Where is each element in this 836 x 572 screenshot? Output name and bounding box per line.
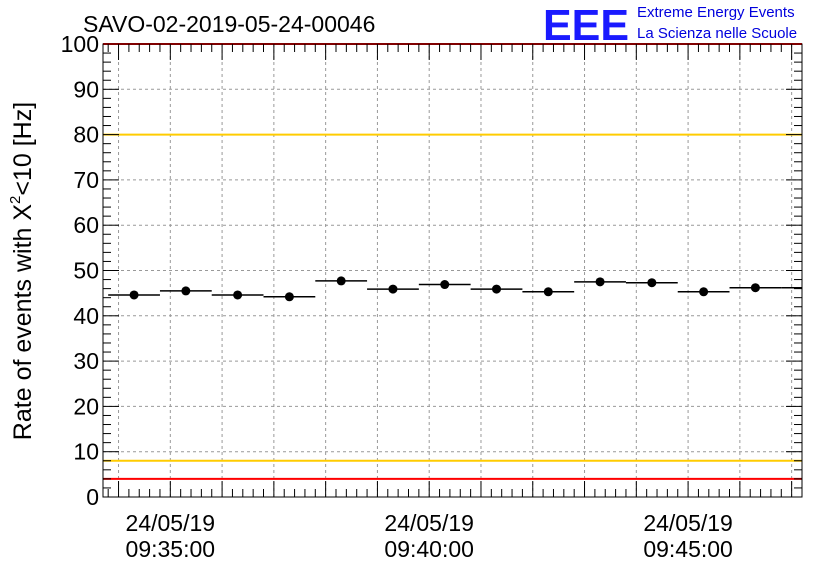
y-tick-label: 20 — [73, 393, 99, 419]
y-tick-label: 80 — [73, 122, 99, 148]
eee-logo: EEE Extreme Energy Events La Scienza nel… — [543, 1, 797, 50]
data-point — [108, 290, 160, 300]
data-point — [574, 277, 626, 287]
point-marker — [181, 286, 191, 296]
x-tick-label-date: 24/05/19 — [126, 510, 216, 536]
axis-ticks — [103, 43, 802, 498]
x-tick-label-date: 24/05/19 — [643, 510, 733, 536]
point-marker — [647, 278, 657, 288]
y-tick-label: 60 — [73, 212, 99, 238]
data-points — [108, 276, 802, 302]
y-axis-title: Rate of events with X2<10 [Hz] — [7, 102, 37, 440]
y-tick-label: 40 — [73, 303, 99, 329]
chart-title: SAVO-02-2019-05-24-00046 — [83, 11, 375, 37]
y-tick-label: 100 — [61, 31, 99, 57]
data-point — [522, 287, 575, 297]
x-tick-label-time: 09:40:00 — [384, 536, 474, 562]
point-marker — [336, 276, 346, 286]
data-point — [263, 292, 316, 302]
y-tick-label: 10 — [73, 439, 99, 465]
data-point — [367, 284, 419, 294]
y-axis-title-tail: <10 [Hz] — [9, 102, 37, 196]
point-marker — [129, 290, 139, 300]
point-marker — [595, 277, 605, 287]
data-point — [729, 283, 782, 293]
y-axis-title-main: Rate of events with X — [9, 204, 37, 441]
data-point — [418, 280, 471, 290]
data-point — [677, 287, 730, 297]
point-marker — [440, 280, 450, 290]
point-marker — [543, 287, 553, 297]
logo-mark: EEE — [543, 1, 629, 50]
y-tick-labels: 0 10 20 30 40 50 60 70 80 90 100 — [61, 31, 99, 510]
y-axis-title-sup: 2 — [7, 196, 24, 204]
data-point — [625, 278, 678, 288]
y-tick-label: 70 — [73, 167, 99, 193]
point-marker — [699, 287, 709, 297]
y-tick-label: 0 — [86, 484, 99, 510]
point-marker — [233, 290, 243, 300]
x-tick-label-date: 24/05/19 — [384, 510, 474, 536]
y-tick-label: 30 — [73, 348, 99, 374]
data-point — [315, 276, 368, 286]
data-point — [211, 290, 264, 300]
data-point — [159, 286, 212, 296]
x-tick-label-time: 09:45:00 — [643, 536, 733, 562]
point-marker — [388, 284, 398, 294]
point-marker — [284, 292, 294, 302]
logo-line2: La Scienza nelle Scuole — [637, 25, 797, 42]
grid-lines — [103, 44, 802, 497]
plot-frame — [102, 43, 803, 498]
logo-line1: Extreme Energy Events — [637, 4, 795, 21]
y-tick-label: 90 — [73, 76, 99, 102]
x-tick-labels: 24/05/1909:35:0024/05/1909:40:0024/05/19… — [126, 510, 733, 562]
point-marker — [750, 283, 760, 293]
data-point — [470, 284, 523, 294]
x-tick-label-time: 09:35:00 — [126, 536, 216, 562]
reference-lines — [103, 43, 802, 480]
point-marker — [492, 284, 502, 294]
y-tick-label: 50 — [73, 258, 99, 284]
